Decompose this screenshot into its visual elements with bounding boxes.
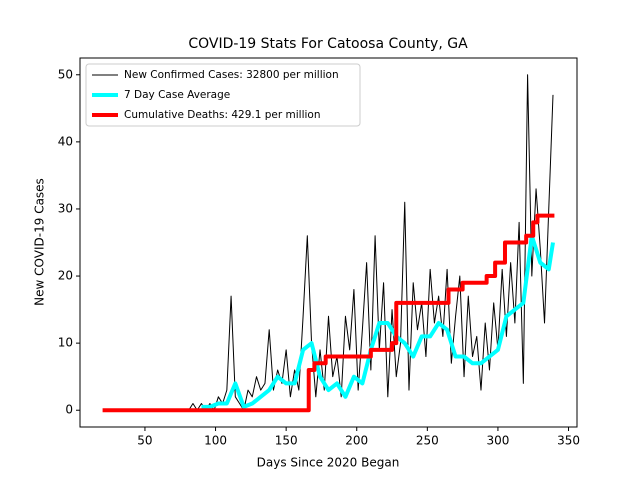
y-tick-label: 30 <box>58 201 73 215</box>
x-tick-label: 300 <box>486 434 509 448</box>
y-tick-label: 50 <box>58 67 73 81</box>
x-tick-label: 150 <box>275 434 298 448</box>
y-tick-label: 10 <box>58 336 73 350</box>
legend-label: 7 Day Case Average <box>124 89 230 101</box>
x-tick-label: 100 <box>204 434 227 448</box>
legend-box <box>85 63 361 127</box>
legend-label: New Confirmed Cases: 32800 per million <box>124 69 339 81</box>
plot-frame <box>79 57 578 428</box>
y-axis-label: New COVID-19 Cases <box>33 178 47 306</box>
chart-title: COVID-19 Stats For Catoosa County, GA <box>188 36 468 52</box>
x-tick-label: 200 <box>345 434 368 448</box>
y-tick-label: 40 <box>58 134 73 148</box>
x-axis-label: Days Since 2020 Began <box>257 456 400 470</box>
data-line <box>201 233 555 409</box>
x-tick-label: 350 <box>557 434 580 448</box>
y-tick-label: 20 <box>58 269 73 283</box>
y-tick-label: 0 <box>65 403 73 417</box>
data-line <box>188 74 554 411</box>
x-tick-label: 250 <box>416 434 439 448</box>
data-line <box>102 213 555 413</box>
legend-label: Cumulative Deaths: 429.1 per million <box>124 109 321 121</box>
x-tick-label: 50 <box>137 434 152 448</box>
